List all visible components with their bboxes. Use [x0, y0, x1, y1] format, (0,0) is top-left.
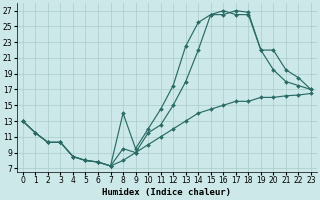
X-axis label: Humidex (Indice chaleur): Humidex (Indice chaleur) — [102, 188, 231, 197]
